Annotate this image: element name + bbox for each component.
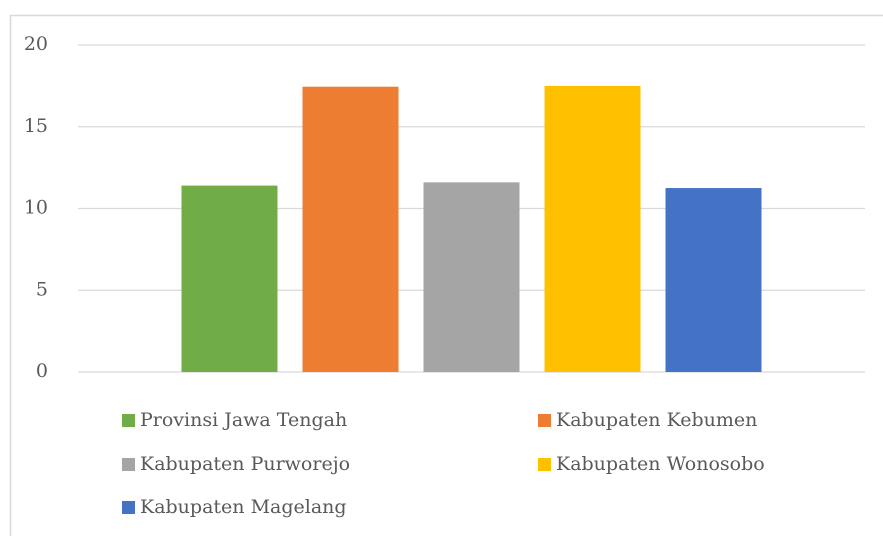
- legend-label: Kabupaten Purworejo: [140, 453, 350, 475]
- bar: [302, 86, 399, 372]
- bar: [423, 182, 520, 372]
- legend-swatch: [122, 501, 135, 514]
- bar: [665, 188, 762, 372]
- legend-swatch: [538, 414, 551, 427]
- legend-label: Provinsi Jawa Tengah: [140, 409, 347, 431]
- y-tick-label: 20: [24, 33, 48, 55]
- bar: [181, 185, 278, 372]
- y-tick-label: 10: [24, 197, 48, 219]
- legend-label: Kabupaten Wonosobo: [556, 453, 765, 475]
- legend-swatch: [122, 414, 135, 427]
- y-tick-label: 15: [24, 115, 48, 137]
- bar: [544, 85, 641, 372]
- y-tick-label: 0: [36, 360, 48, 382]
- legend-label: Kabupaten Kebumen: [556, 409, 757, 431]
- legend-swatch: [538, 458, 551, 471]
- legend-label: Kabupaten Magelang: [140, 496, 347, 518]
- legend-swatch: [122, 458, 135, 471]
- y-tick-label: 5: [36, 278, 48, 300]
